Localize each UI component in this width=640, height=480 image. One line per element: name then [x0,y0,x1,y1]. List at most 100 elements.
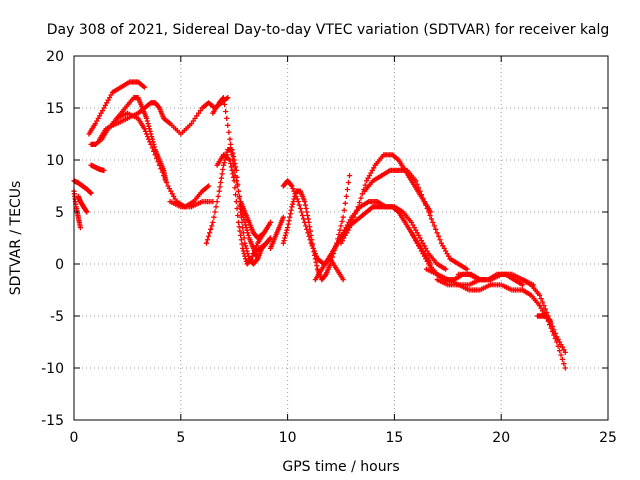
data-point [299,212,306,219]
data-point [435,233,442,239]
data-point [162,176,168,182]
data-point [538,296,544,302]
data-point [443,266,449,272]
data-point [146,126,153,132]
data-point [234,205,240,212]
data-point [211,214,217,220]
data-point [221,101,228,108]
x-tick-label: 20 [492,430,510,446]
data-point [147,128,153,134]
series-arc-3 [75,193,90,215]
data-point [285,221,291,227]
data-point [87,189,93,196]
x-axis-label: GPS time / hours [282,459,399,475]
data-point [239,241,245,247]
data-point [158,166,164,172]
data-point [209,223,215,229]
data-point [304,212,311,219]
data-point [163,179,170,186]
data-point [240,214,247,220]
data-point [420,195,426,201]
data-point [346,225,353,231]
data-point [340,214,346,220]
data-point [204,184,211,190]
data-point [562,349,568,355]
data-point [287,214,293,220]
series-arc-6 [88,162,107,173]
data-point [427,212,433,219]
data-point [152,152,158,158]
data-point [351,214,357,220]
data-point [290,186,296,192]
data-point [280,214,286,220]
data-point [242,222,249,228]
data-point [558,352,564,358]
data-point [153,155,160,161]
data-point [235,212,241,219]
data-point [228,141,234,147]
series-arc-1 [71,178,94,196]
data-point [307,224,313,230]
data-point [240,212,246,218]
data-point [235,188,242,194]
data-point [230,157,236,163]
data-point [260,231,266,237]
x-tick-label: 25 [599,430,617,446]
data-point [539,299,546,305]
data-point [302,202,308,208]
data-point [146,136,152,142]
data-point [339,218,345,225]
data-point [306,233,312,239]
data-point [312,251,318,257]
data-point [223,108,229,115]
data-point [77,225,84,231]
data-point [424,205,430,212]
data-point [144,115,150,121]
data-point [248,256,254,262]
series-arc-21 [361,167,470,272]
data-point [242,240,248,246]
data-point [159,169,165,175]
data-point [291,188,297,194]
data-point [241,217,247,223]
data-point [204,237,211,243]
data-point [236,193,243,199]
series-arc-7 [97,95,231,142]
y-tick-label: 10 [46,153,64,169]
data-point [231,167,237,173]
data-point [148,141,154,147]
data-point [345,179,352,186]
data-point [305,216,311,222]
axis-ticks: 0 5 10 15 20 25 -15 -10 -5 0 5 10 15 20 [41,49,617,446]
data-point [294,196,300,202]
data-point [395,156,401,162]
data-point [303,223,309,229]
data-point [414,181,420,187]
data-point [220,95,226,102]
series-arc-8 [114,110,212,210]
data-point [418,192,425,198]
data-point [241,251,247,257]
data-point [147,139,153,145]
data-point [205,183,212,189]
data-point [556,348,563,354]
data-point [214,199,220,205]
data-point [537,292,543,298]
data-point [227,136,233,142]
data-point [337,227,343,233]
data-point [547,317,553,323]
data-point [240,248,247,254]
data-point [241,235,247,241]
data-point [213,204,219,210]
data-point [142,128,149,134]
data-point [84,209,90,215]
data-point [243,225,249,231]
data-point [219,171,225,177]
data-point [156,162,163,168]
plot-frame [73,55,609,421]
data-point [203,240,210,246]
data-point [225,122,231,128]
data-point [166,120,172,126]
data-point [348,221,354,227]
x-tick-label: 15 [385,430,403,446]
